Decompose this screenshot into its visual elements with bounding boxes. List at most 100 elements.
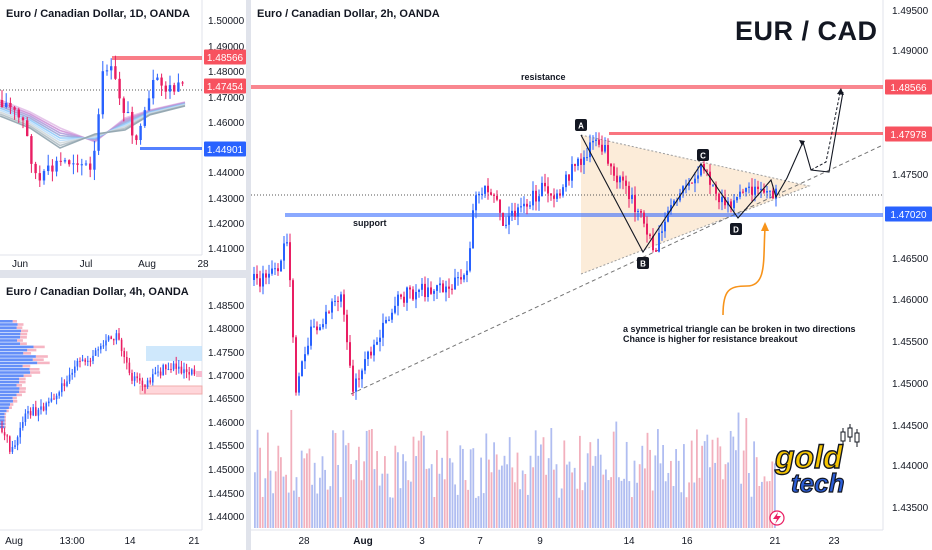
fourhour-pane[interactable]: 1.48500 1.48000 1.47500 1.47000 1.46500 1.460… <box>0 278 246 550</box>
main-volume-bar <box>724 464 727 528</box>
main-candle <box>262 273 264 287</box>
main-y-tick: 1.45500 <box>892 337 929 348</box>
daily-y-tick: 1.42000 <box>208 219 245 230</box>
main-volume-bar <box>748 473 750 528</box>
main-candle <box>640 211 642 213</box>
fourhour-candle <box>102 345 105 347</box>
main-volume-bar <box>394 445 397 528</box>
main-candle <box>391 312 393 320</box>
daily-candle <box>26 120 29 137</box>
daily-pane[interactable]: 1.500001.480001.460001.450001.440001.430… <box>0 0 246 270</box>
main-candle <box>382 322 384 338</box>
fourhour-chart[interactable]: 1.48500 1.48000 1.47500 1.47000 1.46500 1.460… <box>0 278 246 550</box>
main-pane[interactable]: 1.495001.490001.480001.475001.465001.460… <box>251 0 932 550</box>
fourhour-candle <box>27 411 29 414</box>
fourhour-volume-profile-bar <box>19 387 26 390</box>
daily-chart[interactable]: 1.500001.480001.460001.450001.440001.430… <box>0 0 246 270</box>
main-candle <box>277 268 279 272</box>
main-volume-bar <box>501 465 503 528</box>
daily-y-tick: 1.48000 <box>208 67 245 78</box>
daily-current-tag <box>204 78 246 94</box>
main-candle <box>442 283 444 293</box>
main-volume-bar <box>272 493 274 528</box>
main-volume-bar <box>594 456 597 528</box>
daily-candle <box>0 100 4 108</box>
main-candle <box>523 203 525 207</box>
fourhour-volume-profile-bar <box>0 371 31 374</box>
fourhour-y-tick: 1.44500 <box>208 489 245 500</box>
main-volume-bar <box>446 430 449 528</box>
main-candle <box>631 194 633 200</box>
main-volume-bar <box>378 485 381 528</box>
main-candle <box>556 193 558 199</box>
main-candle <box>508 215 510 225</box>
fourhour-candle <box>22 422 24 428</box>
main-candle <box>397 294 399 306</box>
main-candle <box>418 289 420 292</box>
main-chart[interactable]: 1.495001.490001.480001.475001.465001.460… <box>251 0 932 550</box>
main-volume-bar <box>267 432 269 528</box>
main-volume-bar <box>685 497 688 528</box>
point-D-label: D <box>733 226 739 235</box>
daily-resistance-line <box>112 56 202 60</box>
daily-x-tick: 28 <box>197 259 209 270</box>
fourhour-volume-profile-bar <box>0 393 17 397</box>
main-volume-bar <box>631 497 633 528</box>
main-volume-bar <box>464 480 467 528</box>
fourhour-y-tick: 1.46500 <box>208 394 245 405</box>
daily-support-line <box>140 147 202 150</box>
main-candle <box>409 287 411 290</box>
main-volume-bar <box>319 477 321 528</box>
daily-candle <box>59 160 62 162</box>
main-volume-bar <box>740 483 742 528</box>
fourhour-y-tick: 1.47500 <box>208 348 245 359</box>
main-volume-bar <box>438 473 441 528</box>
daily-candle <box>76 163 79 165</box>
main-candle <box>352 365 354 392</box>
main-volume-bar <box>493 442 495 528</box>
daily-resistance-tag <box>204 49 246 65</box>
main-volume-bar <box>363 461 365 528</box>
fourhour-candle <box>123 351 125 358</box>
main-volume-bar <box>459 445 462 528</box>
pane-separator-vertical[interactable] <box>246 0 251 550</box>
main-volume-bar <box>534 430 537 528</box>
fourhour-candle <box>66 381 68 387</box>
pane-separator-horizontal[interactable] <box>0 270 246 278</box>
main-volume-bar <box>735 450 737 528</box>
main-candle <box>445 286 447 293</box>
main-candle <box>736 196 738 201</box>
main-volume-bar <box>381 473 384 528</box>
main-candle <box>541 182 543 197</box>
fourhour-x-tick: 13:00 <box>59 536 84 547</box>
fourhour-volume-profile-bar <box>0 400 13 403</box>
main-candle <box>343 294 345 315</box>
main-candle <box>451 288 453 290</box>
fourhour-candle <box>87 360 89 362</box>
fourhour-y-tick: 1.46000 <box>208 418 245 429</box>
main-volume-bar <box>672 486 675 528</box>
main-candle <box>595 139 597 141</box>
daily-candle <box>164 85 167 92</box>
fourhour-volume-profile-bar <box>19 380 26 384</box>
fourhour-candle <box>157 371 159 373</box>
main-volume-bar <box>771 461 774 528</box>
main-x-tick: 23 <box>828 536 840 547</box>
fourhour-candle <box>191 369 193 375</box>
main-volume-bar <box>706 434 709 528</box>
main-candle <box>337 300 339 302</box>
main-volume-bar <box>599 454 602 528</box>
main-volume-bar <box>376 451 378 528</box>
fourhour-candle <box>170 368 172 370</box>
main-candle <box>439 283 441 286</box>
arrowhead <box>837 88 844 95</box>
main-candle <box>373 344 375 356</box>
main-volume-bar <box>542 437 545 528</box>
main-candle <box>415 291 417 300</box>
main-volume-bar <box>368 429 371 528</box>
fourhour-volume-profile-bar <box>33 345 45 349</box>
main-candle <box>271 268 273 274</box>
main-volume-bar <box>334 432 337 528</box>
main-candle <box>364 359 366 371</box>
main-volume-bar <box>729 430 732 528</box>
